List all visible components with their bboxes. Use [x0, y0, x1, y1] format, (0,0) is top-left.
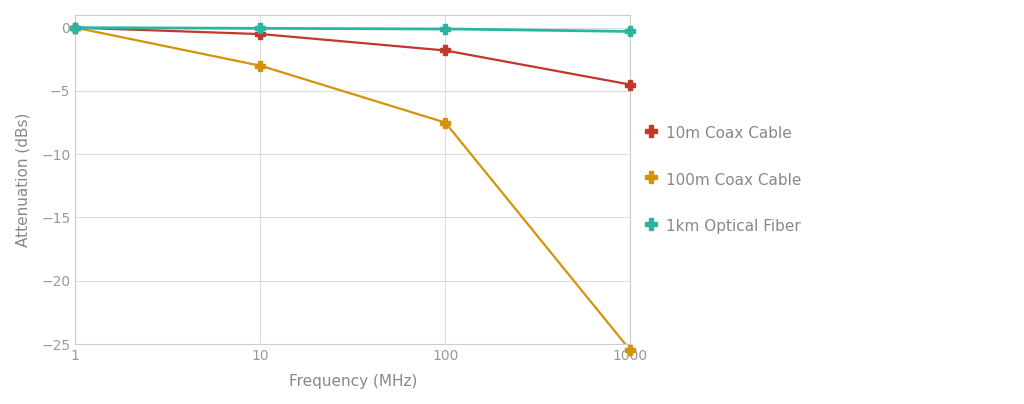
1km Optical Fiber — [69, 25, 81, 30]
1km Optical Fiber — [625, 29, 637, 34]
10m Coax Cable — [254, 32, 266, 36]
1km Optical Fiber — [439, 27, 452, 32]
10m Coax Cable — [439, 48, 452, 53]
Y-axis label: Attenuation (dBs): Attenuation (dBs) — [15, 112, 30, 247]
100m Coax Cable — [254, 63, 266, 68]
100m Coax Cable — [439, 120, 452, 125]
Line: 1km Optical Fiber: 1km Optical Fiber — [71, 23, 635, 36]
100m Coax Cable — [625, 348, 637, 353]
Legend: 10m Coax Cable, 100m Coax Cable, 1km Optical Fiber: 10m Coax Cable, 100m Coax Cable, 1km Opt… — [643, 124, 802, 235]
10m Coax Cable — [69, 25, 81, 30]
1km Optical Fiber — [254, 26, 266, 31]
Line: 100m Coax Cable: 100m Coax Cable — [71, 23, 635, 355]
Line: 10m Coax Cable: 10m Coax Cable — [71, 23, 635, 89]
100m Coax Cable — [69, 25, 81, 30]
10m Coax Cable — [625, 82, 637, 87]
X-axis label: Frequency (MHz): Frequency (MHz) — [289, 374, 417, 389]
